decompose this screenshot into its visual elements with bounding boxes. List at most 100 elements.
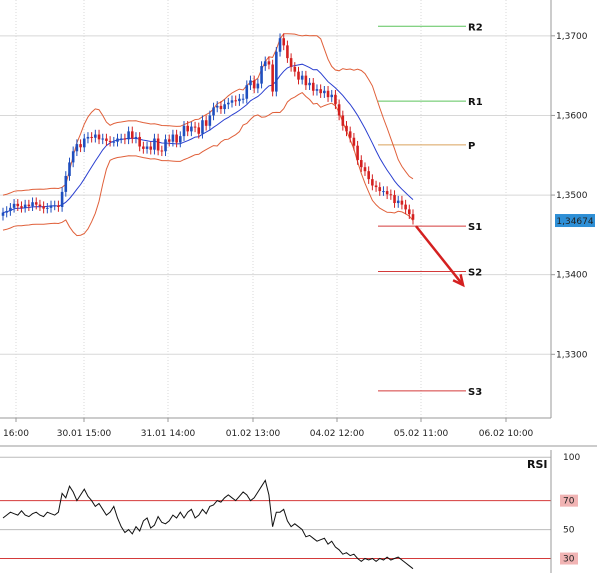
pivot-label-p: P (468, 141, 475, 152)
candle-body (389, 194, 393, 196)
candle-body (46, 207, 49, 209)
bollinger-upper (2, 33, 414, 196)
candle-body (230, 100, 234, 103)
candle-body (223, 104, 226, 110)
time-tick-label: 05.02 11:00 (394, 429, 449, 439)
candle-body (319, 89, 322, 94)
bollinger-bands (2, 33, 414, 237)
pivot-label-s3: S3 (468, 387, 482, 398)
candle-body (164, 139, 167, 152)
candle-body (9, 207, 12, 211)
candle-body (382, 191, 385, 193)
rsi-grid (0, 456, 551, 560)
candle-body (238, 98, 241, 102)
candle-body (156, 138, 160, 151)
candle-body (219, 105, 223, 110)
rsi-tick-label: 100 (563, 453, 580, 463)
candle-body (57, 205, 60, 208)
candle-body (208, 115, 212, 126)
price-tick-label: 1,3400 (556, 271, 588, 281)
candle-body (20, 206, 23, 208)
current-price-tag: 1,34674 (555, 214, 595, 228)
candle-body (27, 204, 31, 207)
moving-average-line (2, 63, 414, 214)
rsi-tick-label: 70 (563, 497, 575, 507)
candle-body (400, 200, 404, 205)
price-tick-label: 1,3700 (556, 32, 588, 42)
time-axis-labels: 16:00 30.01 15:00 31.01 14:00 01.02 13:00 04… (3, 418, 534, 439)
candle-body (385, 191, 389, 195)
candle-body (79, 144, 82, 148)
candle-body (108, 140, 112, 142)
candle-body (142, 146, 145, 149)
candle-body (348, 131, 352, 138)
pivot-label-s1: S1 (468, 222, 482, 233)
candle-body (179, 136, 182, 143)
candle-body (60, 191, 64, 208)
rsi-panel: 100 70 50 30 RSI (0, 450, 580, 573)
candle-body (123, 138, 127, 140)
candle-body (304, 75, 308, 86)
candle-body (330, 94, 334, 98)
candle-body (367, 171, 370, 180)
candle-body (260, 66, 263, 84)
candle-body (1, 212, 5, 216)
candle-body (215, 105, 219, 108)
price-panel: R2 R1 P S1 S2 S3 1,3700 1,3600 1,3500 1,3400 1,33… (0, 0, 595, 439)
candle-body (315, 89, 319, 91)
pivot-levels: R2 R1 P S1 S2 S3 (378, 22, 483, 398)
candle-body (337, 104, 341, 116)
candle-body (256, 83, 260, 89)
candle-body (275, 51, 278, 92)
candle-body (297, 71, 300, 80)
candle-body (86, 136, 90, 139)
candle-body (145, 146, 149, 149)
candle-body (149, 146, 153, 150)
candle-body (308, 82, 311, 86)
candle-body (271, 64, 274, 92)
rsi-line (2, 479, 414, 570)
candle-body (186, 125, 189, 132)
candle-body (374, 185, 378, 188)
candle-body (293, 66, 297, 72)
candle-body (153, 138, 156, 150)
candle-body (334, 94, 337, 105)
candle-body (411, 214, 415, 220)
candle-body (160, 150, 164, 152)
candle-body (249, 80, 252, 86)
rsi-tick-label: 30 (563, 555, 575, 565)
candle-body (286, 45, 289, 59)
bollinger-lower (2, 91, 414, 237)
candle-body (82, 138, 86, 148)
candle-body (34, 202, 38, 205)
candle-body (245, 85, 249, 99)
candle-body (71, 151, 75, 163)
current-price-label: 1,34674 (556, 217, 593, 227)
candle-body (101, 138, 105, 140)
time-tick-label: 30.01 15:00 (57, 429, 112, 439)
candle-body (127, 131, 130, 140)
candlesticks (1, 33, 415, 225)
candle-body (31, 202, 34, 207)
candle-body (234, 100, 237, 102)
candle-body (134, 136, 138, 139)
price-grid (0, 0, 551, 418)
candle-body (371, 179, 374, 186)
candle-body (97, 134, 101, 140)
candle-body (94, 134, 97, 138)
candle-body (212, 107, 215, 116)
candle-body (12, 203, 16, 208)
candle-body (378, 187, 382, 192)
candle-body (90, 136, 93, 138)
candle-body (241, 98, 245, 100)
time-tick-label: 16:00 (3, 429, 29, 439)
rsi-axis-labels: 100 70 50 30 (560, 453, 580, 565)
candle-body (323, 90, 326, 94)
pivot-label-r2: R2 (468, 22, 483, 33)
candle-body (53, 205, 57, 207)
candle-body (197, 127, 201, 134)
candle-body (311, 82, 315, 91)
candle-body (167, 139, 171, 142)
candle-body (267, 61, 271, 65)
